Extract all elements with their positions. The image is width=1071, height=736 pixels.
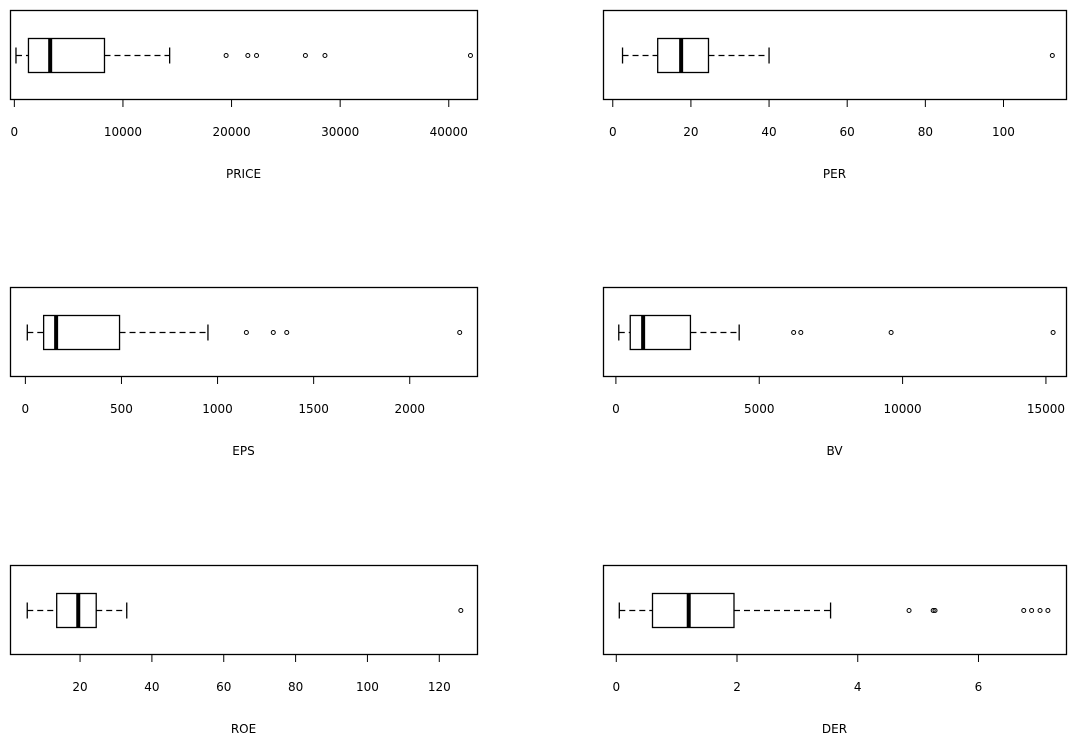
- x-tick-label: 15000: [1027, 402, 1065, 416]
- outlier-point: [930, 608, 936, 613]
- outlier-point: [322, 53, 328, 58]
- x-tick-label: 2: [733, 680, 741, 694]
- outlier-point: [302, 53, 308, 58]
- outlier-point: [888, 330, 894, 335]
- outlier-point: [457, 330, 463, 335]
- x-tick-label: 2000: [394, 402, 425, 416]
- x-tick-label: 120: [428, 680, 451, 694]
- x-tick-label: 100: [356, 680, 379, 694]
- outlier-point: [1050, 330, 1056, 335]
- boxplot-panel-price: 0 10000 20000 30000 40000 PRICE: [9, 9, 479, 181]
- x-tick-label: 10000: [104, 125, 142, 139]
- outlier-point: [223, 53, 229, 58]
- x-tick-label: 40: [761, 125, 776, 139]
- outlier-point: [245, 53, 251, 58]
- boxplot-panel-per: 0 20 40 60 80 100 PER: [602, 9, 1068, 181]
- outlier-point: [467, 53, 473, 58]
- x-tick-label: 60: [216, 680, 231, 694]
- iqr-box: [651, 592, 735, 629]
- x-tick-label: 5000: [744, 402, 775, 416]
- boxplot-panel-eps: 0 500 1000 1500 2000 EPS: [9, 286, 479, 458]
- plot-frame: [602, 9, 1068, 101]
- x-axis-title: PER: [823, 167, 846, 181]
- x-tick-label: 4: [854, 680, 862, 694]
- x-axis-title: DER: [822, 722, 847, 736]
- x-tick-label: 40000: [430, 125, 468, 139]
- plot-frame: [9, 9, 479, 101]
- x-tick-label: 1000: [202, 402, 233, 416]
- outlier-point: [1029, 608, 1035, 613]
- boxplot-panel-der: 0 2 4 6 DER: [602, 564, 1068, 736]
- x-tick-label: 60: [840, 125, 855, 139]
- x-axis-title: ROE: [231, 722, 256, 736]
- outlier-point: [243, 330, 249, 335]
- iqr-box: [629, 314, 692, 351]
- x-tick-label: 0: [612, 680, 620, 694]
- x-tick-label: 0: [609, 125, 617, 139]
- x-tick-label: 20: [72, 680, 87, 694]
- x-tick-label: 40: [144, 680, 159, 694]
- plot-frame: [602, 564, 1068, 656]
- outlier-point: [791, 330, 797, 335]
- outlier-point: [458, 608, 464, 613]
- x-tick-label: 20000: [212, 125, 250, 139]
- x-tick-label: 10000: [883, 402, 921, 416]
- x-tick-label: 0: [22, 402, 30, 416]
- x-tick-label: 80: [288, 680, 303, 694]
- x-tick-label: 6: [975, 680, 983, 694]
- boxplot-panel-roe: 20 40 60 80 100 120 ROE: [9, 564, 479, 736]
- x-tick-label: 100: [992, 125, 1015, 139]
- x-tick-label: 30000: [321, 125, 359, 139]
- outlier-point: [906, 608, 912, 613]
- boxplot-panel-bv: 0 5000 10000 15000 BV: [602, 286, 1068, 458]
- outlier-point: [798, 330, 804, 335]
- plot-frame: [9, 564, 479, 656]
- outlier-point: [270, 330, 276, 335]
- x-tick-label: 0: [612, 402, 620, 416]
- outlier-point: [284, 330, 290, 335]
- outlier-point: [1037, 608, 1043, 613]
- outlier-point: [932, 608, 938, 613]
- plot-frame: [602, 286, 1068, 378]
- outlier-point: [254, 53, 260, 58]
- outlier-point: [1045, 608, 1051, 613]
- outlier-point: [1021, 608, 1027, 613]
- x-axis-title: EPS: [232, 444, 254, 458]
- x-tick-label: 0: [11, 125, 19, 139]
- x-tick-label: 500: [110, 402, 133, 416]
- iqr-box: [27, 37, 106, 74]
- x-axis-title: BV: [826, 444, 843, 458]
- x-tick-label: 80: [918, 125, 933, 139]
- x-tick-label: 1500: [298, 402, 329, 416]
- outlier-point: [1049, 53, 1055, 58]
- plot-frame: [9, 286, 479, 378]
- x-tick-label: 20: [683, 125, 698, 139]
- x-axis-title: PRICE: [226, 167, 261, 181]
